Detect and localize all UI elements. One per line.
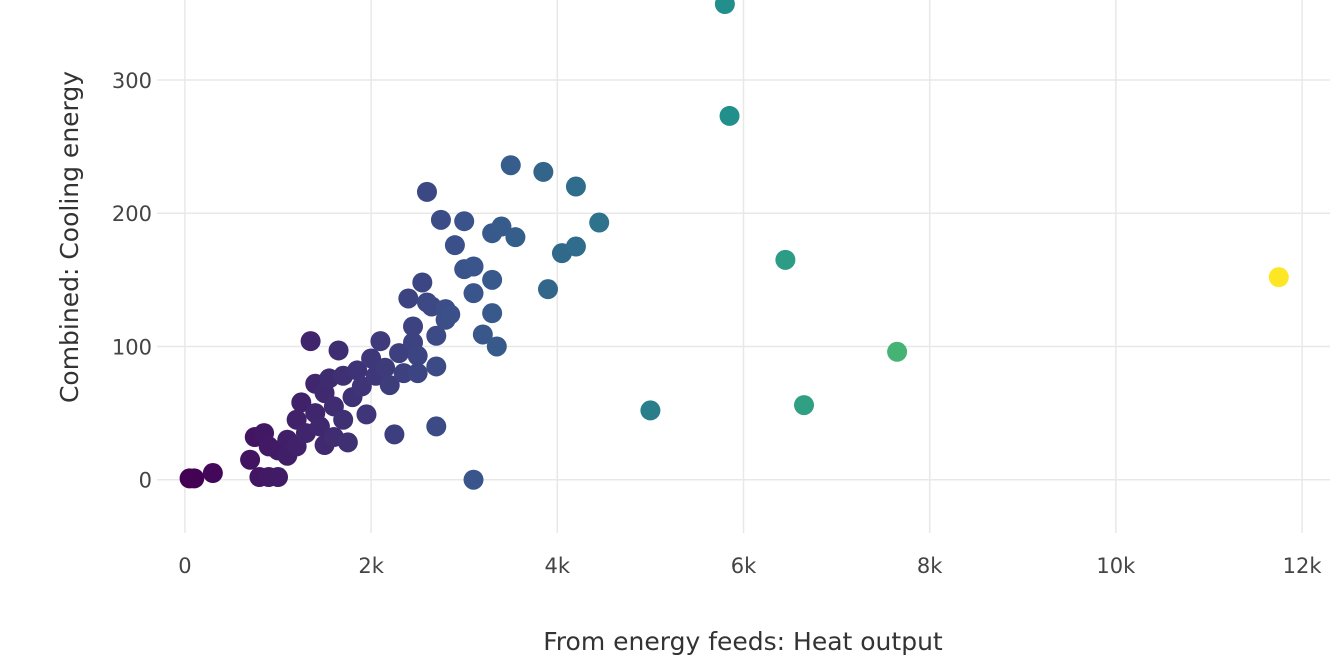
x-tick-label: 12k: [1283, 554, 1323, 578]
data-point: [714, 0, 735, 14]
data-point: [351, 376, 372, 397]
x-axis-ticks: 0 2k 4k 6k 8k 10k 12k: [178, 554, 1322, 578]
x-tick-label: 2k: [358, 554, 384, 578]
data-point: [309, 416, 330, 437]
data-point: [416, 181, 437, 202]
data-point: [403, 316, 424, 337]
data-point: [533, 161, 554, 182]
data-point: [440, 304, 461, 325]
data-point: [240, 449, 261, 470]
data-point: [565, 236, 586, 257]
data-point: [794, 395, 815, 416]
data-point: [202, 463, 223, 484]
y-axis-title: Combined: Cooling energy: [55, 71, 84, 403]
data-point: [426, 416, 447, 437]
data-point: [291, 392, 312, 413]
data-point: [454, 211, 475, 232]
data-point: [444, 235, 465, 256]
data-point: [393, 363, 414, 384]
data-point: [370, 331, 391, 352]
data-point: [426, 325, 447, 346]
x-axis-title: From energy feeds: Heat output: [543, 627, 943, 656]
data-point: [398, 288, 419, 309]
x-tick-label: 4k: [545, 554, 571, 578]
data-point: [887, 341, 908, 362]
data-point: [491, 216, 512, 237]
data-point: [407, 345, 428, 366]
y-axis-ticks: 0 100 200 300: [112, 69, 152, 493]
data-point: [337, 432, 358, 453]
data-point: [384, 424, 405, 445]
data-points: [179, 0, 1289, 490]
data-point: [407, 363, 428, 384]
x-tick-label: 6k: [731, 554, 757, 578]
data-point: [463, 283, 484, 304]
data-point: [719, 105, 740, 126]
data-point: [375, 357, 396, 378]
y-tick-label: 200: [112, 202, 152, 226]
data-point: [430, 209, 451, 230]
data-point: [347, 360, 368, 381]
data-point: [565, 176, 586, 197]
data-point: [482, 269, 503, 290]
grid: [157, 0, 1330, 533]
data-point: [389, 343, 410, 364]
data-point: [640, 400, 661, 421]
data-point: [1268, 267, 1289, 288]
data-point: [328, 340, 349, 361]
x-tick-label: 0: [178, 554, 191, 578]
y-tick-label: 0: [139, 469, 152, 493]
data-point: [500, 155, 521, 176]
data-point: [333, 409, 354, 430]
x-tick-label: 10k: [1096, 554, 1136, 578]
data-point: [486, 336, 507, 357]
y-tick-label: 300: [112, 69, 152, 93]
data-point: [412, 272, 433, 293]
data-point: [463, 469, 484, 490]
data-point: [184, 468, 205, 489]
data-point: [268, 467, 289, 488]
data-point: [300, 331, 321, 352]
data-point: [589, 212, 610, 233]
data-point: [426, 356, 447, 377]
data-point: [482, 303, 503, 324]
data-point: [463, 256, 484, 277]
y-tick-label: 100: [112, 335, 152, 359]
x-tick-label: 8k: [917, 554, 943, 578]
data-point: [472, 324, 493, 345]
data-point: [505, 227, 526, 248]
data-point: [775, 249, 796, 270]
data-point: [356, 404, 377, 425]
data-point: [538, 279, 558, 300]
data-point: [379, 375, 400, 396]
